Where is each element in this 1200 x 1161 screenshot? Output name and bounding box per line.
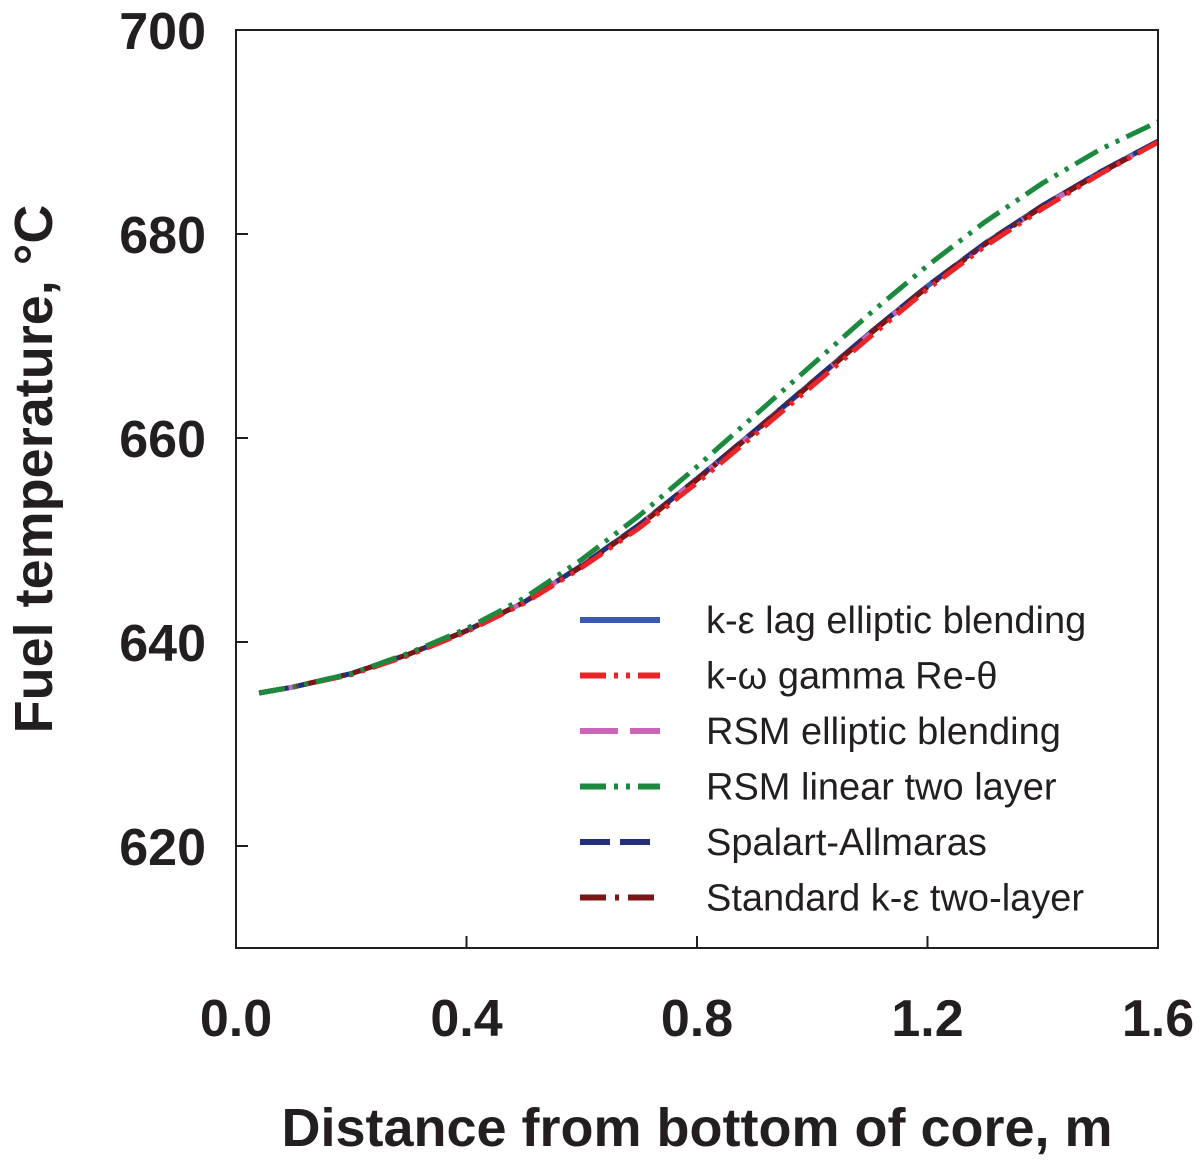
x-tick-label: 0.4: [430, 990, 502, 1048]
x-axis-ticks: 0.0 0.4 0.8 1.2 1.6: [200, 936, 1194, 1048]
y-axis-title: Fuel temperature, °C: [4, 205, 64, 734]
x-tick-label: 1.2: [891, 990, 963, 1048]
y-axis-ticks: 620 640 660 680 700: [119, 3, 248, 877]
legend-label: k-ω gamma Re-θ: [706, 656, 998, 698]
y-tick-label: 660: [119, 411, 206, 469]
y-tick-label: 700: [119, 3, 206, 61]
plot-frame: [235, 29, 1159, 949]
legend: k-ε lag elliptic blending k-ω gamma Re-θ R…: [580, 600, 1086, 920]
y-tick-label: 620: [119, 819, 206, 877]
legend-label: k-ε lag elliptic blending: [706, 600, 1086, 642]
legend-label: Spalart-Allmaras: [706, 822, 987, 864]
y-tick-label: 640: [119, 615, 206, 673]
x-tick-label: 1.6: [1122, 990, 1194, 1048]
legend-label: RSM linear two layer: [706, 767, 1057, 809]
series-line: [258, 119, 1160, 696]
x-tick-label: 0.0: [200, 990, 272, 1048]
legend-label: Standard k-ε two-layer: [706, 878, 1084, 920]
legend-label: RSM elliptic blending: [706, 711, 1061, 753]
x-axis-title: Distance from bottom of core, m: [281, 1098, 1112, 1156]
x-tick-label: 0.8: [661, 990, 733, 1048]
y-tick-label: 680: [119, 207, 206, 265]
series-layer: [258, 119, 1160, 696]
